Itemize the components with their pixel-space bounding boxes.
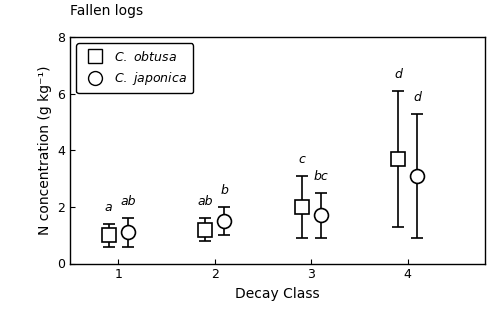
Text: bc: bc: [314, 170, 328, 183]
Text: d: d: [394, 68, 402, 81]
Text: d: d: [414, 91, 422, 104]
Text: ab: ab: [198, 195, 213, 208]
Text: c: c: [298, 153, 305, 166]
Y-axis label: N concentration (g kg⁻¹): N concentration (g kg⁻¹): [38, 66, 52, 235]
Text: ab: ab: [120, 195, 136, 208]
Text: b: b: [220, 184, 228, 197]
Text: a: a: [105, 201, 112, 214]
Legend: $\it{C.\ obtusa}$, $\it{C.\ japonica}$: $\it{C.\ obtusa}$, $\it{C.\ japonica}$: [76, 43, 193, 93]
X-axis label: Decay Class: Decay Class: [235, 287, 320, 301]
Text: Fallen logs: Fallen logs: [70, 4, 143, 18]
